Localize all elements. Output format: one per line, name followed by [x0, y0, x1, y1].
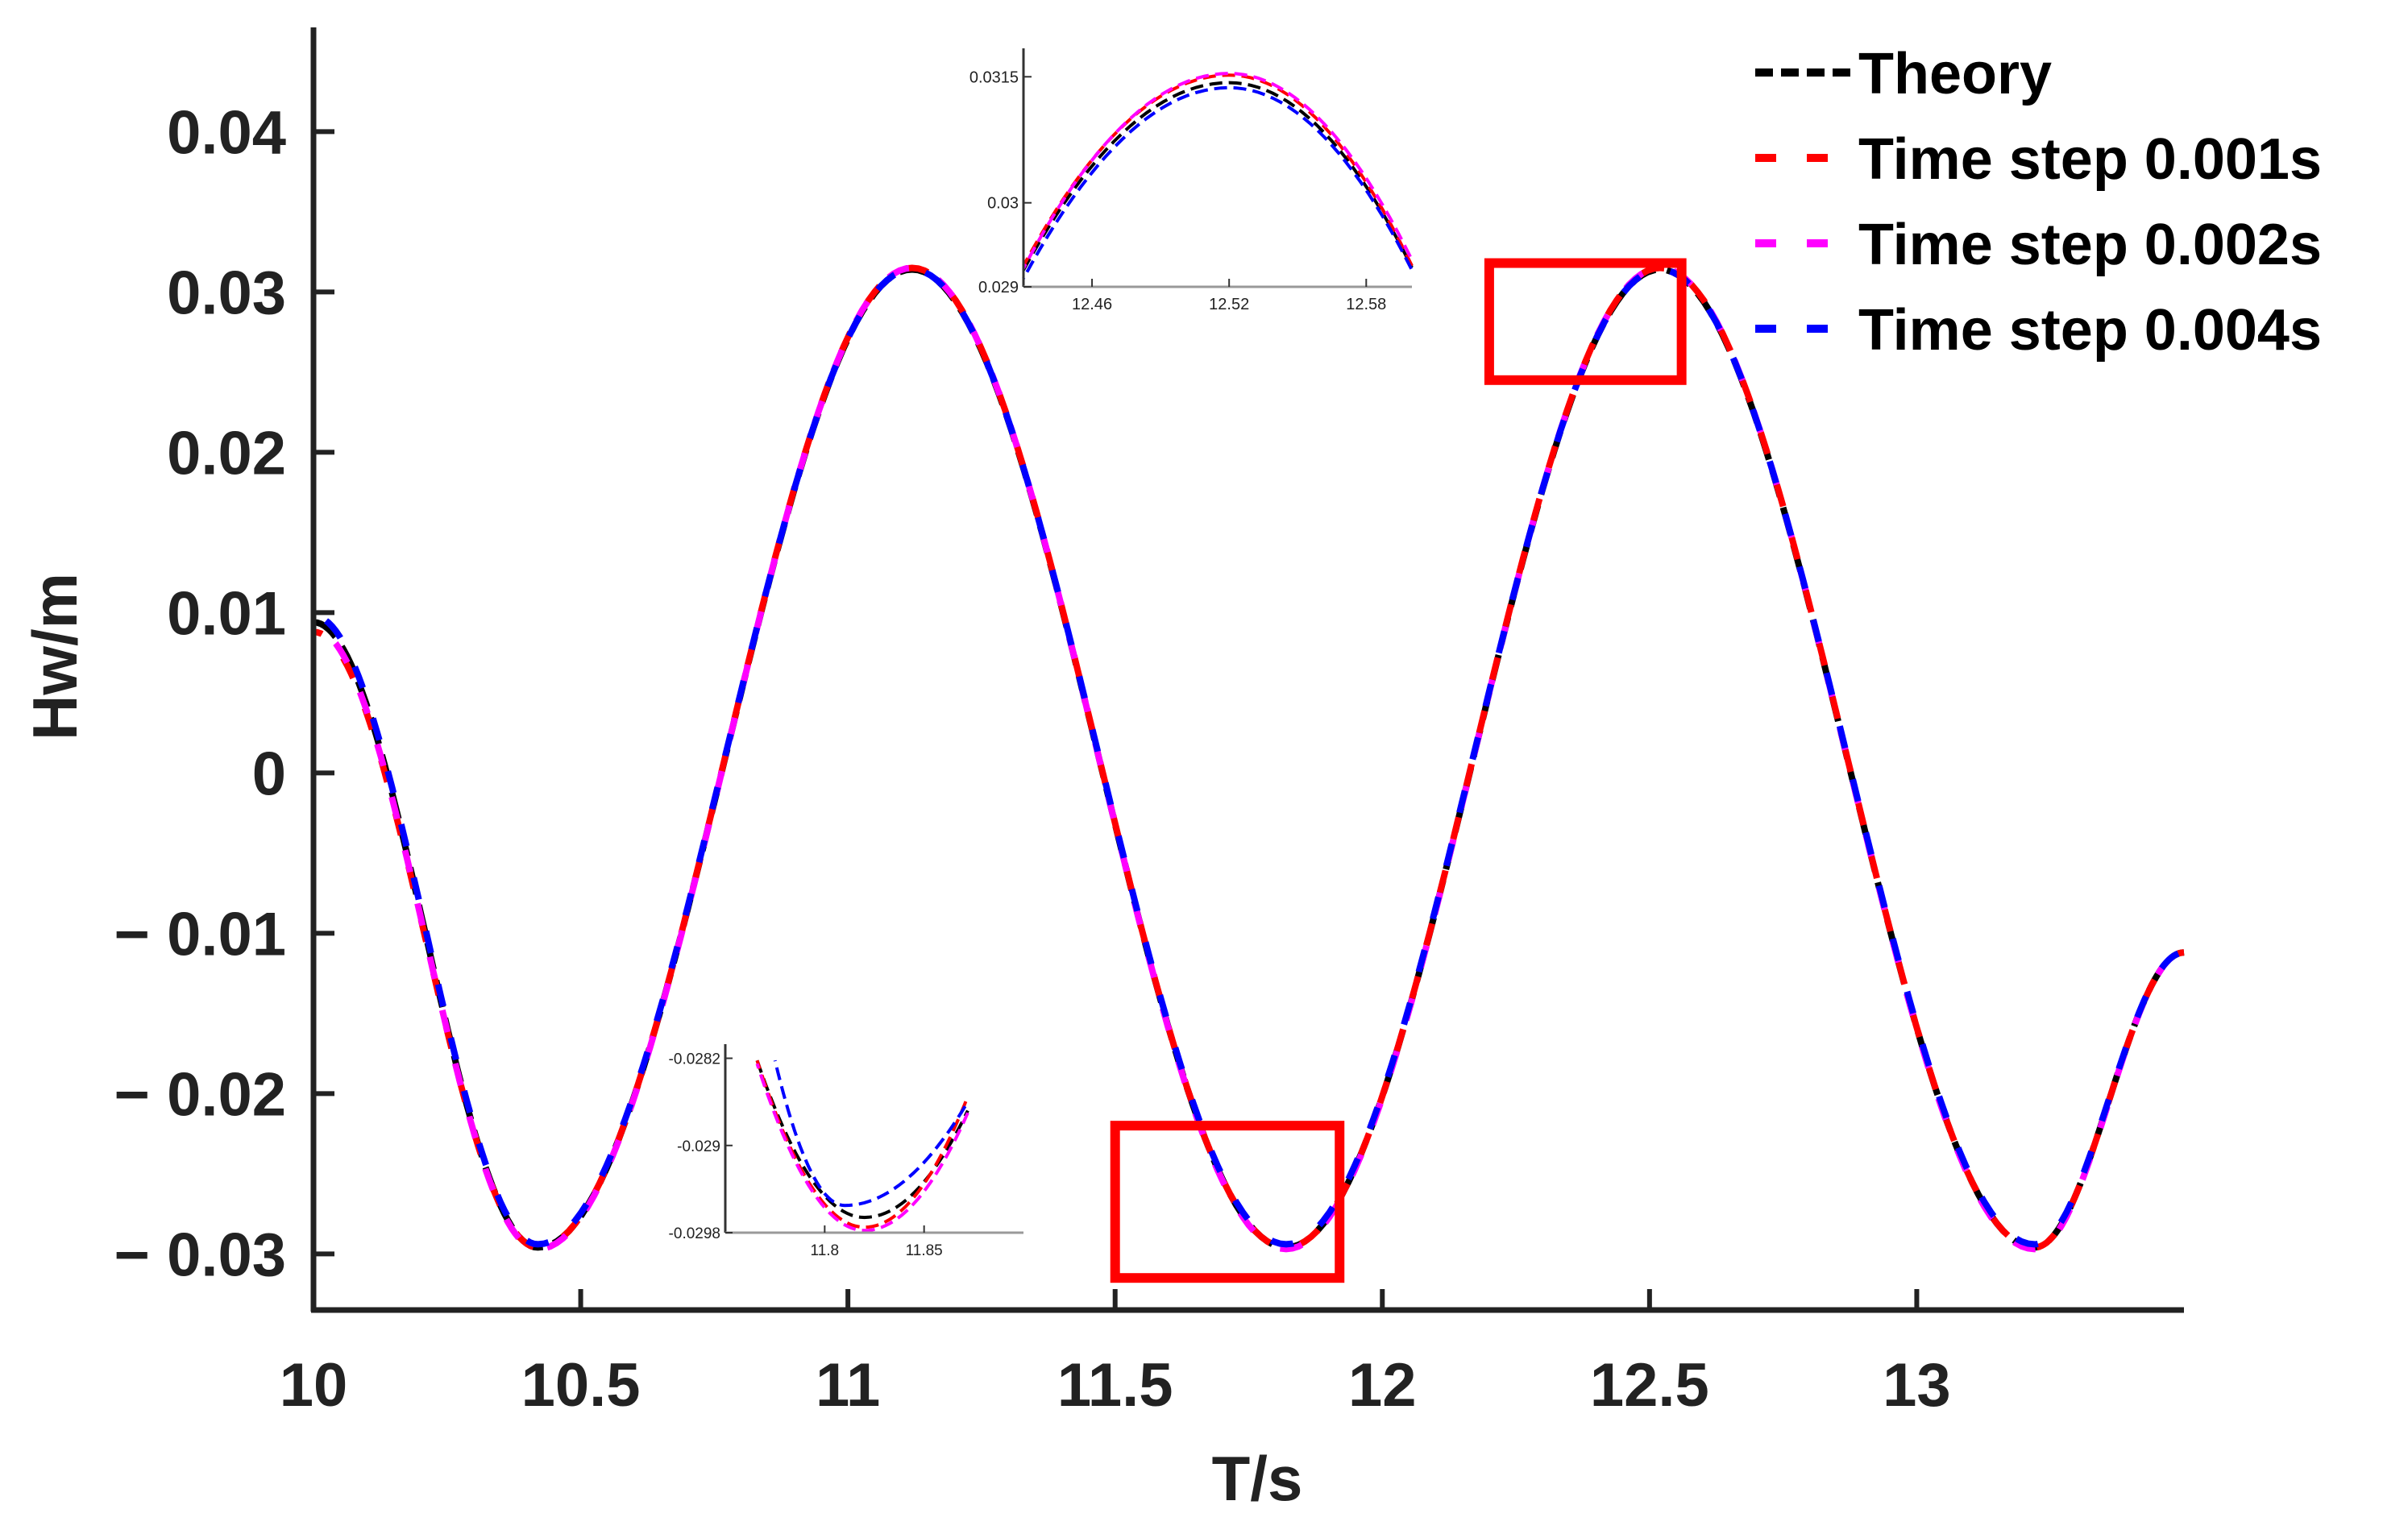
series-lines [313, 264, 2185, 1253]
main-axes: 0.040.030.020.010− 0.01− 0.02− 0.03 10 10… [114, 27, 2184, 1420]
zoom-box-1 [1110, 1121, 1345, 1283]
x-tick-label: 12 [1348, 1351, 1417, 1420]
y-ticks: 0.04 0.03 0.02 0.01 0 − 0.01 − 0.02 − 0.03 [114, 98, 334, 1289]
series-line-2 [313, 264, 2185, 1251]
legend: Theory Time step 0.001s Time step 0.002s Ti… [1755, 42, 2322, 363]
x-axis-label: T/s [1212, 1443, 1303, 1514]
inset-curves [1022, 72, 1414, 280]
inset-y-tick-label: 0.03 [987, 195, 1019, 213]
legend-label-1: Theory [1858, 42, 2052, 106]
inset-x-tick-label: 11.85 [906, 1242, 943, 1259]
inset-series-line [1022, 85, 1414, 280]
x-tick-label: 13 [1883, 1351, 1951, 1420]
inset-y-tick-label: -0.0298 [669, 1225, 720, 1242]
inset-y-tick-label: -0.029 [677, 1138, 720, 1155]
inset-series-line [773, 1059, 969, 1208]
y-tick-label: − 0.01 [114, 900, 286, 968]
series-line-1 [313, 266, 2185, 1251]
inset-series-line [1022, 81, 1414, 272]
inset-y-tick-label: 0.029 [978, 279, 1019, 296]
series-line-4 [313, 266, 2185, 1248]
inset-x-tick-label: 11.8 [811, 1242, 840, 1259]
inset-curves [755, 1059, 969, 1233]
series-line-3 [313, 264, 2185, 1253]
x-ticks: 10 10.5 11 11.5 12 12.5 13 [280, 1289, 1951, 1420]
inset-x-tick-label: 12.52 [1209, 296, 1249, 313]
inset-y-tick-label: 0.0315 [969, 68, 1019, 86]
y-tick-label: 0.01 [167, 579, 286, 648]
y-tick-label: − 0.03 [114, 1221, 286, 1289]
legend-label-2: Time step 0.001s [1858, 127, 2322, 192]
inset-1: 0.0315 0.03 0.029 12.46 12.52 12.58 [969, 48, 1414, 313]
x-tick-label: 10.5 [521, 1351, 641, 1420]
y-axis-label: Hw/m [19, 573, 90, 740]
legend-label-3: Time step 0.002s [1858, 213, 2322, 277]
y-tick-label: 0 [252, 740, 286, 808]
inset-x-tick-label: 12.46 [1072, 296, 1112, 313]
x-tick-label: 10 [280, 1351, 348, 1420]
inset-series-line [755, 1063, 969, 1233]
x-tick-label: 11 [816, 1351, 880, 1420]
inset-series-line [755, 1059, 969, 1220]
zoom-boxes [1110, 258, 1687, 1283]
legend-label-4: Time step 0.004s [1858, 298, 2322, 363]
inset-series-line [1022, 73, 1414, 267]
y-tick-label: 0.03 [167, 259, 286, 327]
inset-2: -0.0282 -0.029 -0.0298 11.8 11.85 [669, 1044, 1023, 1259]
y-tick-label: 0.04 [167, 98, 286, 167]
inset-x-tick-label: 12.58 [1346, 296, 1386, 313]
inset-series-line [1022, 72, 1414, 270]
y-tick-label: − 0.02 [114, 1060, 286, 1129]
x-tick-label: 11.5 [1057, 1351, 1173, 1420]
inset-y-tick-label: -0.0282 [669, 1051, 720, 1068]
x-tick-label: 12.5 [1590, 1351, 1709, 1420]
inset-background [725, 1044, 1023, 1233]
y-tick-label: 0.02 [167, 419, 286, 487]
zoom-box-2 [1484, 258, 1687, 385]
